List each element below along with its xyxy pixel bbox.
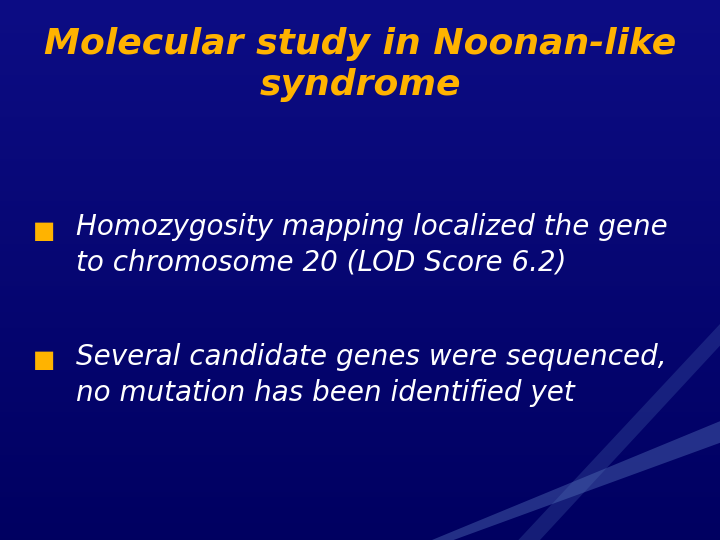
Text: Homozygosity mapping localized the gene
to chromosome 20 (LOD Score 6.2): Homozygosity mapping localized the gene …: [76, 213, 667, 277]
Text: ■: ■: [32, 219, 55, 242]
Text: Molecular study in Noonan-like
syndrome: Molecular study in Noonan-like syndrome: [44, 27, 676, 102]
Text: ■: ■: [32, 348, 55, 372]
Polygon shape: [518, 324, 720, 540]
Text: Several candidate genes were sequenced,
no mutation has been identified yet: Several candidate genes were sequenced, …: [76, 343, 666, 407]
Polygon shape: [432, 421, 720, 540]
